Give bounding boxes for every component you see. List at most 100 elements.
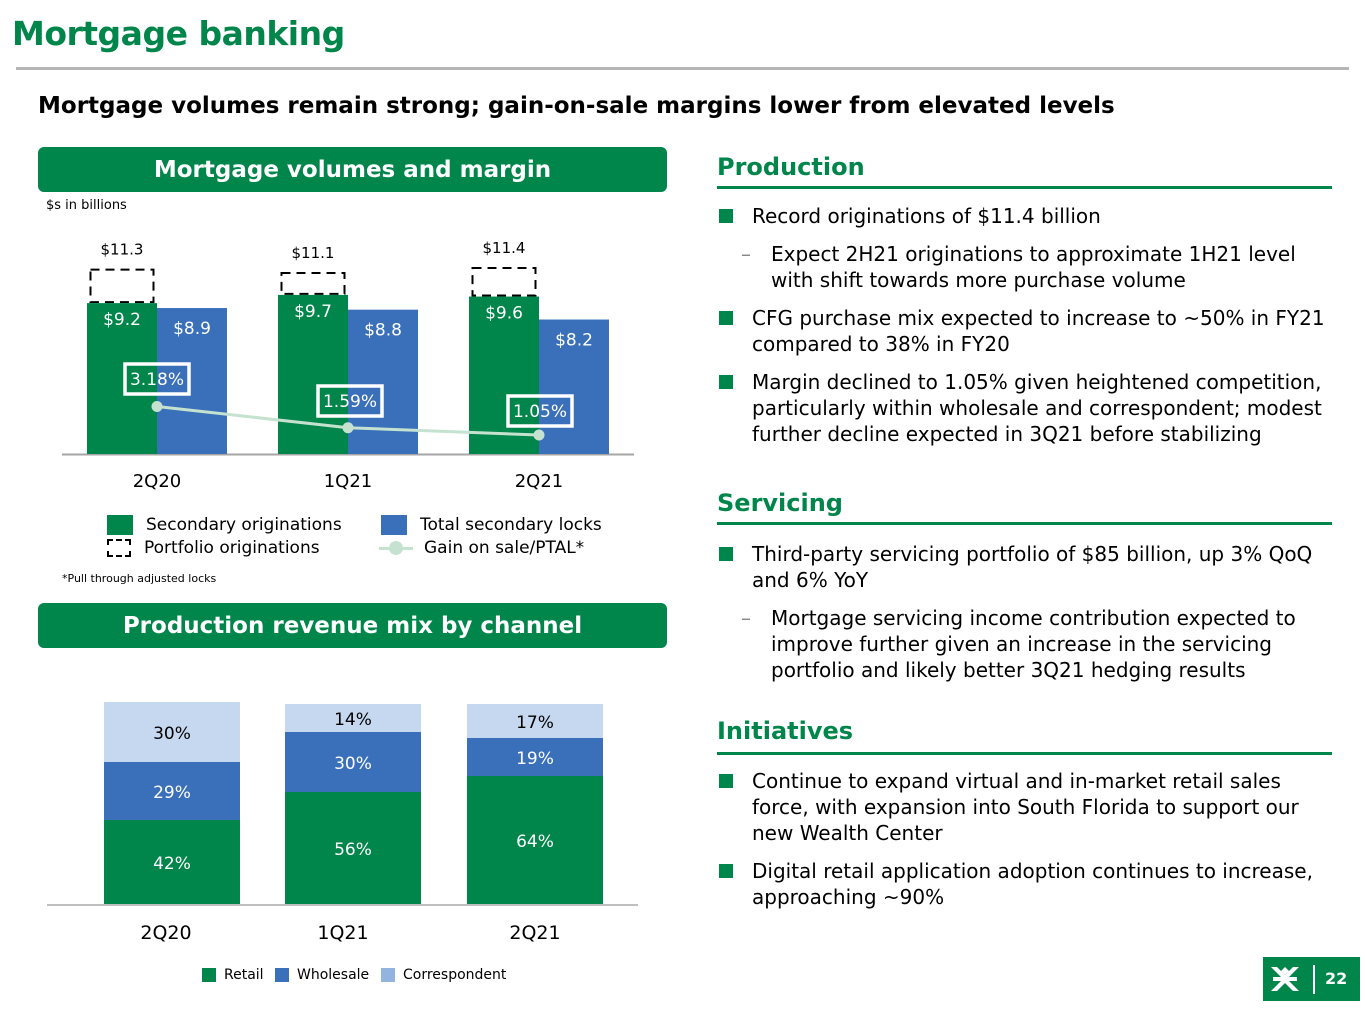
wholesale-label: 29%: [153, 783, 191, 803]
retail-segment: [104, 820, 240, 904]
production-rule: [717, 186, 1332, 189]
legend-gain: Gain on sale/PTAL*: [379, 538, 584, 558]
correspondent-segment: [285, 704, 421, 732]
legend-locks-label: Total secondary locks: [420, 515, 602, 535]
gain-on-sale-label-box: [316, 384, 384, 418]
legend-portfolio-swatch: [107, 539, 131, 557]
production-bullet-2-text: CFG purchase mix expected to increase to…: [752, 306, 1325, 356]
secondary-originations-bar: [87, 303, 157, 454]
secondary-originations-bar: [469, 296, 539, 454]
mix-banner: Production revenue mix by channel: [38, 603, 667, 648]
production-sub-1-text: Expect 2H21 originations to approximate …: [771, 242, 1296, 292]
secondary-locks-label: $8.2: [555, 331, 593, 351]
correspondent-segment: [467, 704, 603, 738]
servicing-sub-1: – Mortgage servicing income contribution…: [719, 605, 1339, 683]
mix-chart: 42% 29% 30% 2Q20 56% 30% 14% 1Q21 64% 19% 17% 2Q21: [47, 702, 638, 944]
secondary-locks-label: $8.8: [364, 321, 402, 341]
legend-correspondent-swatch: [381, 968, 395, 982]
legend-portfolio: Portfolio originations: [107, 538, 320, 558]
secondary-originations-label: $9.6: [485, 304, 523, 324]
initiatives-heading: Initiatives: [717, 717, 854, 745]
portfolio-originations-label: $11.1: [292, 244, 335, 262]
secondary-originations-label: $9.2: [103, 310, 141, 330]
gain-on-sale-label-box: [506, 394, 574, 428]
legend-correspondent-label: Correspondent: [403, 967, 507, 983]
gain-on-sale-point: [342, 422, 354, 434]
servicing-rule: [717, 522, 1332, 525]
production-bullet-1: Record originations of $11.4 billion: [719, 203, 1339, 229]
portfolio-originations-bar: [471, 267, 537, 297]
mix-x-tick-label: 2Q20: [140, 922, 191, 944]
page-number: 22: [1325, 969, 1348, 988]
portfolio-originations-bar: [89, 268, 155, 304]
footer-logo-box: [1263, 957, 1360, 1001]
portfolio-originations-label: $11.3: [101, 241, 144, 259]
initiatives-bullet-1: Continue to expand virtual and in-market…: [719, 768, 1339, 846]
portfolio-originations-bar: [280, 271, 346, 295]
servicing-bullet-1-text: Third-party servicing portfolio of $85 b…: [752, 542, 1313, 592]
footer-logo-separator: [1313, 965, 1315, 994]
gain-on-sale-point: [151, 401, 163, 412]
legend-secondary: Secondary originations: [107, 515, 342, 535]
correspondent-label: 30%: [153, 724, 191, 744]
gain-on-sale-point: [533, 429, 545, 441]
legend-locks: Total secondary locks: [381, 515, 602, 535]
legend-secondary-label: Secondary originations: [146, 515, 342, 535]
units-note: $s in billions: [46, 198, 127, 213]
initiatives-bullet-1-text: Continue to expand virtual and in-market…: [752, 769, 1299, 845]
title-divider: [16, 67, 1349, 70]
mix-x-tick-label: 2Q21: [509, 922, 560, 944]
wholesale-segment: [104, 762, 240, 820]
secondary-locks-bar: [157, 308, 227, 454]
headline: Mortgage volumes remain strong; gain-on-…: [38, 93, 1115, 119]
x-tick-label: 2Q21: [515, 471, 564, 492]
bullet-square-icon: [719, 547, 733, 561]
legend-correspondent: Correspondent: [381, 967, 506, 983]
production-bullet-2: CFG purchase mix expected to increase to…: [719, 305, 1339, 357]
production-bullet-3: Margin declined to 1.05% given heightene…: [719, 369, 1339, 447]
x-tick-label: 2Q20: [133, 471, 182, 492]
portfolio-originations-label: $11.4: [483, 239, 526, 257]
dash-icon: –: [741, 606, 751, 630]
legend-retail-swatch: [202, 968, 216, 982]
retail-label: 42%: [153, 854, 191, 874]
bullet-square-icon: [719, 375, 733, 389]
servicing-bullet-1: Third-party servicing portfolio of $85 b…: [719, 541, 1339, 593]
gain-on-sale-label: 3.18%: [130, 370, 184, 390]
gain-on-sale-label: 1.05%: [513, 402, 567, 422]
retail-segment: [467, 776, 603, 904]
production-bullet-1-text: Record originations of $11.4 billion: [752, 204, 1101, 228]
legend-gain-label: Gain on sale/PTAL*: [424, 538, 585, 558]
wholesale-label: 19%: [516, 749, 554, 769]
x-tick-label: 1Q21: [324, 471, 373, 492]
correspondent-label: 17%: [516, 713, 554, 733]
wholesale-label: 30%: [334, 754, 372, 774]
servicing-heading: Servicing: [717, 489, 843, 517]
legend-wholesale-swatch: [275, 968, 289, 982]
correspondent-label: 14%: [334, 710, 372, 730]
footnote: *Pull through adjusted locks: [62, 572, 217, 585]
citizens-logo-icon: [1271, 967, 1299, 991]
legend-portfolio-label: Portfolio originations: [144, 538, 320, 558]
page-title: Mortgage banking: [12, 14, 345, 53]
retail-label: 64%: [516, 832, 554, 852]
production-bullet-3-text: Margin declined to 1.05% given heightene…: [752, 370, 1322, 446]
volumes-banner: Mortgage volumes and margin: [38, 147, 667, 192]
secondary-originations-label: $9.7: [294, 302, 332, 322]
servicing-sub-1-text: Mortgage servicing income contribution e…: [771, 606, 1296, 682]
legend-retail-label: Retail: [224, 967, 264, 983]
correspondent-segment: [104, 702, 240, 762]
legend-wholesale-label: Wholesale: [297, 967, 370, 983]
bullet-square-icon: [719, 864, 733, 878]
secondary-locks-label: $8.9: [173, 319, 211, 339]
bullet-square-icon: [719, 209, 733, 223]
initiatives-bullet-2: Digital retail application adoption cont…: [719, 858, 1339, 910]
legend-gain-swatch: [379, 538, 413, 558]
legend-secondary-swatch: [107, 515, 133, 535]
legend-wholesale: Wholesale: [275, 967, 369, 983]
bullet-square-icon: [719, 311, 733, 325]
gain-on-sale-label: 1.59%: [323, 392, 377, 412]
legend-retail: Retail: [202, 967, 264, 983]
production-heading: Production: [717, 153, 865, 181]
retail-segment: [285, 792, 421, 904]
